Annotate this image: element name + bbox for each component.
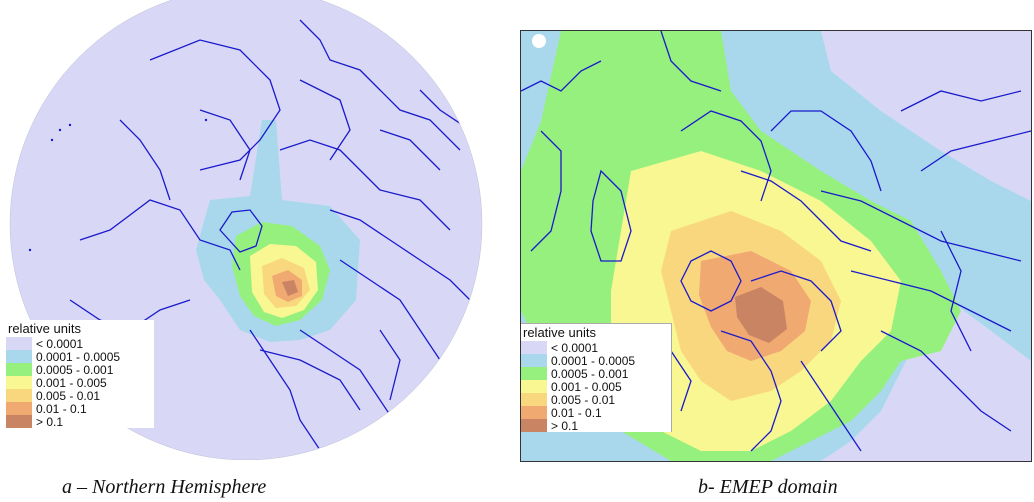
legend-label: 0.01 - 0.1	[36, 402, 87, 416]
legend-entry: 0.0005 - 0.001	[521, 367, 671, 380]
map-emep-domain: relative units < 0.0001 0.0001 - 0.0005 0.…	[520, 30, 1032, 462]
legend-label: 0.0005 - 0.001	[36, 363, 113, 377]
legend-swatch	[6, 363, 32, 376]
caption-emep-domain: b- EMEP domain	[698, 476, 838, 499]
legend-label: 0.0005 - 0.001	[551, 367, 628, 381]
caption-northern-hemisphere: a – Northern Hemisphere	[62, 476, 266, 499]
legend-label: 0.001 - 0.005	[551, 380, 622, 394]
legend-swatch	[6, 376, 32, 389]
legend-rows: < 0.0001 0.0001 - 0.0005 0.0005 - 0.001 0.0…	[521, 341, 671, 432]
legend-title: relative units	[521, 324, 671, 341]
legend-entry: < 0.0001	[6, 337, 154, 350]
legend-swatch	[521, 380, 547, 393]
legend-entry: 0.0001 - 0.0005	[6, 350, 154, 363]
legend-entry: 0.005 - 0.01	[6, 389, 154, 402]
legend-swatch	[6, 415, 32, 428]
legend-swatch	[521, 354, 547, 367]
legend-label: > 0.1	[551, 419, 578, 433]
legend-label: 0.0001 - 0.0005	[551, 354, 635, 368]
legend-swatch	[6, 350, 32, 363]
legend-b: relative units < 0.0001 0.0001 - 0.0005 0.…	[521, 323, 672, 432]
domain-pole-marker	[532, 34, 546, 48]
legend-swatch	[521, 367, 547, 380]
legend-entry: 0.001 - 0.005	[521, 380, 671, 393]
legend-swatch	[6, 389, 32, 402]
legend-label: 0.001 - 0.005	[36, 376, 107, 390]
legend-swatch	[6, 402, 32, 415]
legend-swatch	[521, 406, 547, 419]
legend-label: < 0.0001	[36, 337, 83, 351]
legend-entry: 0.0001 - 0.0005	[521, 354, 671, 367]
legend-swatch	[521, 419, 547, 432]
legend-entry: 0.005 - 0.01	[521, 393, 671, 406]
legend-swatch	[521, 393, 547, 406]
legend-label: 0.005 - 0.01	[36, 389, 100, 403]
legend-entry: 0.01 - 0.1	[521, 406, 671, 419]
map-northern-hemisphere: relative units < 0.0001 0.0001 - 0.0005 0.…	[0, 0, 500, 460]
legend-entry: 0.0005 - 0.001	[6, 363, 154, 376]
legend-title: relative units	[6, 320, 154, 337]
legend-label: > 0.1	[36, 415, 63, 429]
legend-entry: > 0.1	[6, 415, 154, 428]
legend-a: relative units < 0.0001 0.0001 - 0.0005 0.…	[6, 320, 154, 428]
legend-entry: 0.001 - 0.005	[6, 376, 154, 389]
legend-label: < 0.0001	[551, 341, 598, 355]
legend-label: 0.01 - 0.1	[551, 406, 602, 420]
legend-rows: < 0.0001 0.0001 - 0.0005 0.0005 - 0.001 0.0…	[6, 337, 154, 428]
legend-entry: > 0.1	[521, 419, 671, 432]
legend-entry: < 0.0001	[521, 341, 671, 354]
legend-label: 0.005 - 0.01	[551, 393, 615, 407]
legend-label: 0.0001 - 0.0005	[36, 350, 120, 364]
legend-entry: 0.01 - 0.1	[6, 402, 154, 415]
legend-swatch	[6, 337, 32, 350]
legend-swatch	[521, 341, 547, 354]
